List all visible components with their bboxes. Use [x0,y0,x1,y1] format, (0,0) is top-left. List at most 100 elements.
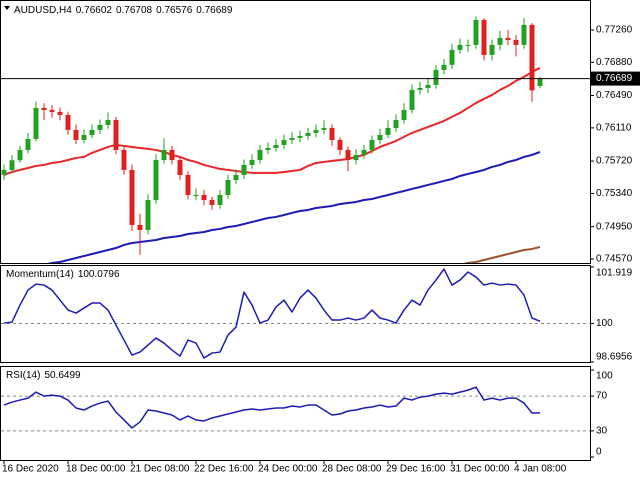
candle-body [481,19,487,55]
candle-body [417,87,423,90]
candle-body [193,194,199,196]
candle-body [329,127,335,140]
candle-body [289,137,295,140]
y-tick-label: 0.75720 [596,156,633,167]
candle-body [241,164,247,175]
indicator-line [3,268,541,359]
candle-body [297,135,303,138]
last-price-tag [591,71,640,86]
menu-arrow [4,6,10,10]
candle-body [457,44,463,50]
candle-body [153,159,159,200]
candle-body [233,174,239,180]
x-tick-label: 22 Dec 16:00 [194,464,254,475]
panel-1 [1,268,590,359]
candle-body [313,129,319,133]
candle-body [249,159,255,165]
y-tick-label: 0.74950 [596,221,633,232]
x-tick-label: 18 Dec 00:00 [66,464,126,475]
candle-body [409,89,415,110]
low-value: 0.76576 [156,5,193,16]
candle-body [513,39,519,45]
y-tick-label: 0.74570 [596,254,633,265]
candle-body [433,69,439,85]
candle-body [497,37,503,45]
candle-body [177,159,183,175]
candle-body [425,84,431,88]
candle-body [505,37,511,40]
x-tick-label: 28 Dec 08:00 [322,464,382,475]
candle-body [441,64,447,70]
plot-layer: 0.77260 0.76880 0.76490 0.76110 0.75720 0.753… [1,16,640,475]
symbol-header: AUDUSD,H4 0.76602 0.76708 0.76576 0.76689 [14,5,233,16]
candle-body [57,111,63,115]
panel-0 [1,16,543,263]
indicator-line [3,386,541,429]
candle-body [25,138,31,151]
candle-body [65,114,71,130]
candle-body [97,124,103,130]
candle-body [465,44,471,46]
candle-body [161,149,167,160]
moving-average [47,151,541,263]
y-tick-label: 0.77260 [596,25,633,36]
candle-body [121,149,127,170]
candle-body [225,179,231,195]
candle-body [17,150,23,161]
candle-body [361,149,367,155]
y-tick-label: 0.76490 [596,90,633,101]
x-tick-label: 4 Jan 08:00 [514,464,567,475]
panel-2 [1,386,590,432]
candle-body [169,149,175,160]
candle-body [265,147,271,150]
x-tick-label: 16 Dec 2020 [2,464,59,475]
candle-body [41,107,47,110]
symbol: AUDUSD,H4 [14,5,72,16]
rsi-last: 50.6499 [44,370,81,381]
x-tick-label: 24 Dec 00:00 [258,464,318,475]
candle-body [529,24,535,91]
candle-body [81,134,87,140]
candle-body [217,194,223,205]
candle-body [137,224,143,230]
last-price-label: 0.76689 [596,73,633,84]
y-tick-label: 0 [596,447,602,458]
candle-body [473,19,479,45]
rsi-title: RSI(14) [6,370,40,381]
candle-body [377,134,383,140]
momentum-header: Momentum(14) 100.0796 [6,269,120,280]
y-tick-label: 101.919 [596,268,633,279]
candle-body [337,139,343,150]
candle-body [369,139,375,150]
candle-body [105,119,111,125]
candle-body [73,129,79,140]
momentum-last: 100.0796 [78,269,120,280]
momentum-title: Momentum(14) [6,269,74,280]
candle-body [449,49,455,65]
candle-body [185,174,191,195]
candle-body [281,139,287,145]
candle-body [33,107,39,139]
x-tick-label: 29 Dec 16:00 [386,464,446,475]
candle-body [385,127,391,135]
candle-body [1,169,7,175]
candle-body [401,109,407,120]
y-tick-label: 100 [596,371,613,382]
candle-body [537,78,543,86]
candle-body [273,144,279,148]
x-tick-label: 21 Dec 08:00 [130,464,190,475]
candle-body [209,199,215,205]
candle-body [201,194,207,200]
candle-body [129,169,135,225]
candle-body [321,127,327,130]
y-tick-label: 100 [596,318,613,329]
main-panel-frame [0,0,591,264]
candle-body [489,44,495,55]
close-value: 0.76689 [196,5,233,16]
candle-body [305,132,311,136]
moving-average [3,67,541,176]
momentum-panel-frame [0,265,591,363]
candle-body [345,149,351,160]
